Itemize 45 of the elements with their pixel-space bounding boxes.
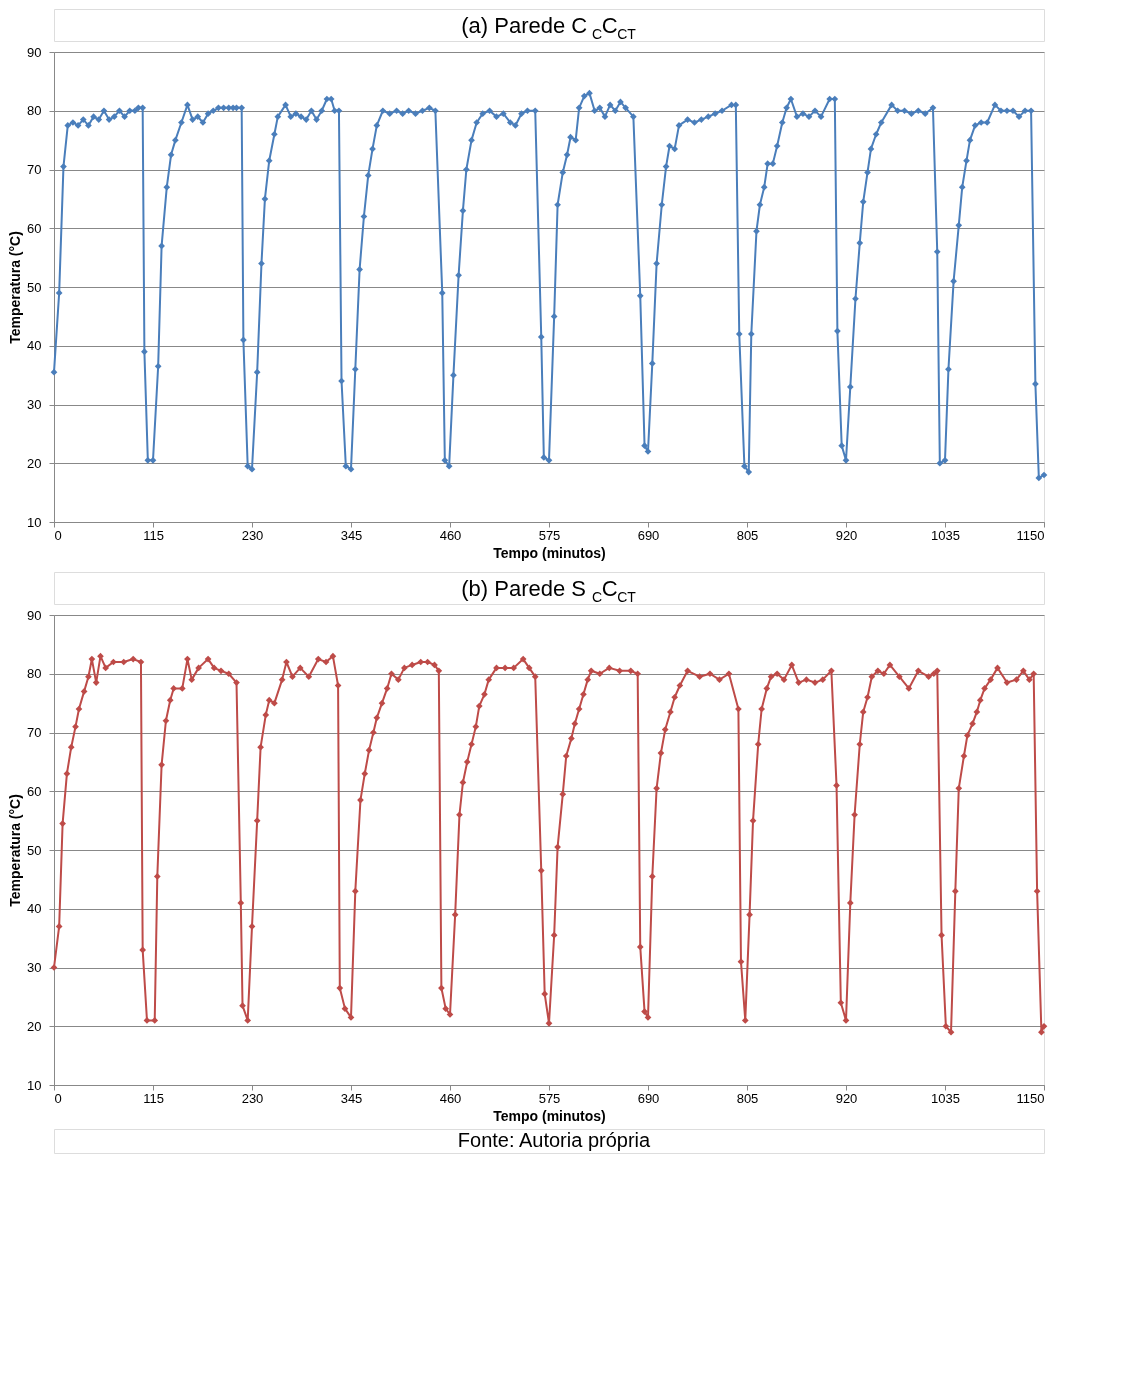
y-tick-label: 90 — [27, 44, 42, 60]
x-tick-label: 0 — [54, 527, 62, 543]
x-tick-label: 805 — [736, 527, 759, 543]
source-note: Fonte: Autoria própria — [457, 1129, 652, 1151]
x-axis-title: Tempo (minutos) — [493, 544, 606, 561]
x-tick-label: 115 — [143, 527, 164, 543]
x-tick-label: 690 — [637, 527, 660, 543]
x-tick-label: 230 — [241, 527, 264, 543]
y-tick-label: 80 — [27, 103, 42, 119]
x-tick-label: 920 — [835, 527, 858, 543]
y-tick-label: 50 — [27, 842, 42, 858]
y-tick-label: 20 — [27, 1018, 42, 1034]
y-axis-title: Temperatura (°C) — [7, 231, 24, 344]
x-tick-label: 460 — [439, 527, 462, 543]
y-tick-label: 70 — [27, 162, 42, 177]
y-tick-label: 70 — [27, 725, 42, 740]
x-tick-label: 460 — [439, 1090, 462, 1106]
x-tick-label: 345 — [340, 527, 363, 543]
x-tick-label: 1150 — [1016, 1090, 1045, 1106]
y-tick-label: 10 — [27, 1077, 42, 1093]
y-tick-label: 40 — [27, 338, 42, 354]
x-tick-label: 575 — [538, 527, 561, 543]
x-tick-label: 1035 — [931, 1090, 960, 1106]
x-tick-label: 115 — [143, 1090, 164, 1106]
x-tick-label: 230 — [241, 1090, 264, 1106]
y-axis-title: Temperatura (°C) — [7, 794, 24, 907]
y-tick-label: 40 — [27, 901, 42, 917]
y-tick-label: 10 — [27, 514, 42, 530]
x-tick-label: 805 — [736, 1090, 759, 1106]
y-tick-label: 50 — [27, 279, 42, 295]
x-tick-label: 690 — [637, 1090, 660, 1106]
y-tick-label: 30 — [27, 960, 42, 975]
x-tick-label: 575 — [538, 1090, 561, 1106]
x-tick-label: 345 — [340, 1090, 363, 1106]
y-tick-label: 90 — [27, 607, 42, 623]
x-tick-label: 1150 — [1016, 527, 1045, 543]
x-tick-label: 920 — [835, 1090, 858, 1106]
x-axis-title: Tempo (minutos) — [493, 1107, 606, 1124]
x-tick-label: 1035 — [931, 527, 960, 543]
y-tick-label: 30 — [27, 397, 42, 412]
y-tick-label: 60 — [27, 220, 42, 236]
y-tick-label: 20 — [27, 455, 42, 471]
y-tick-label: 80 — [27, 666, 42, 682]
x-tick-label: 0 — [54, 1090, 62, 1106]
y-tick-label: 60 — [27, 783, 42, 799]
